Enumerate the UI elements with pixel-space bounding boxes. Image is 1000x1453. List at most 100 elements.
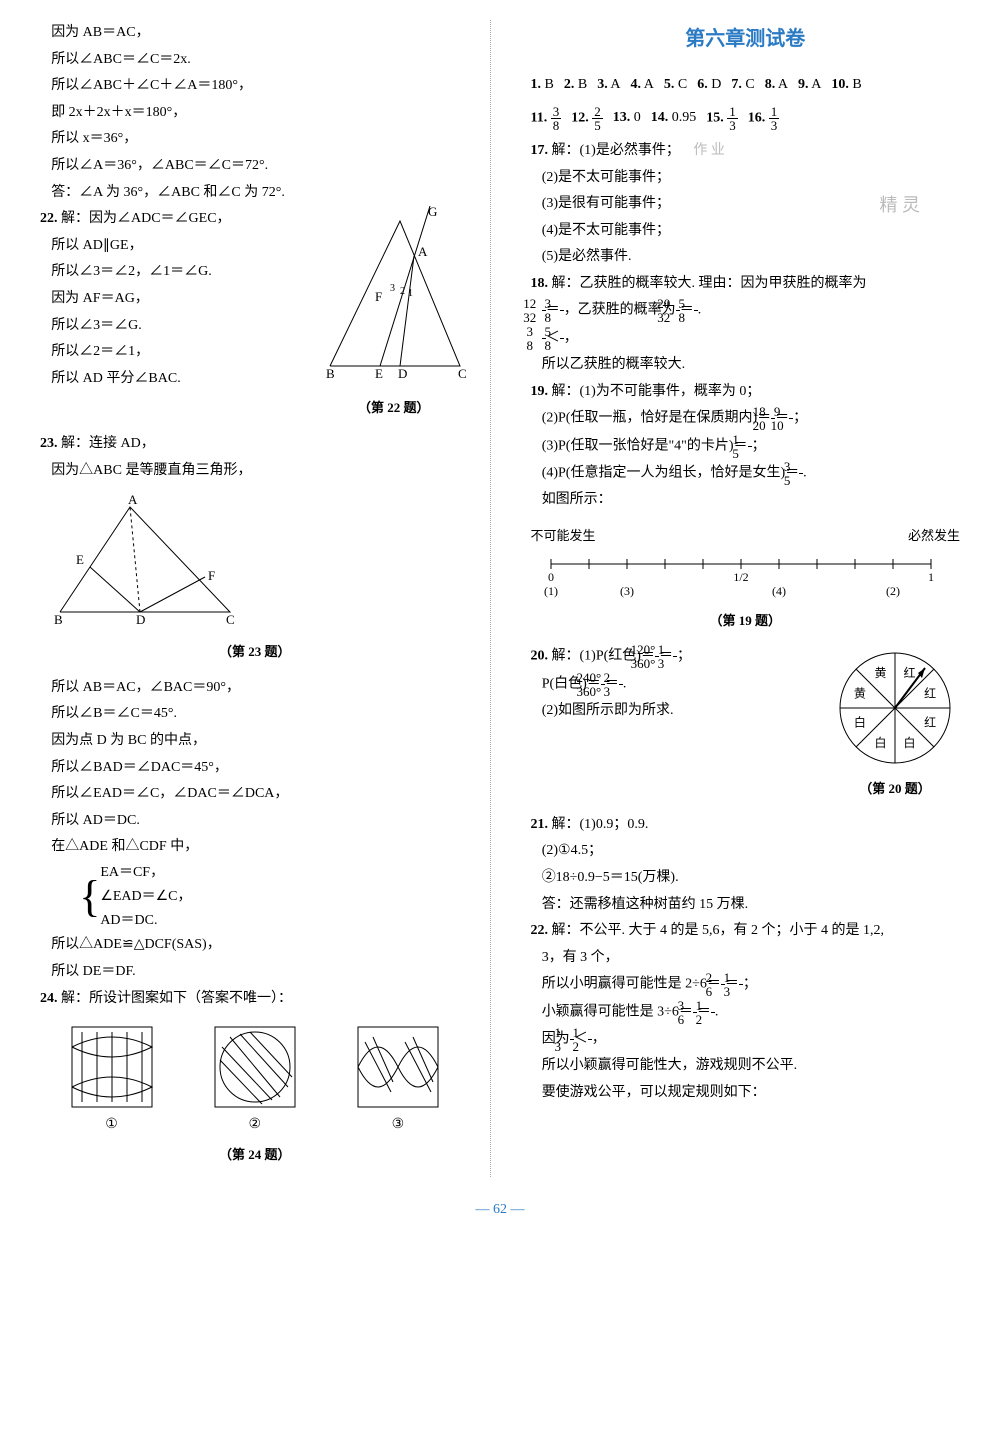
q24-head: 解：所设计图案如下（答案不唯一）：	[61, 991, 292, 1006]
svg-text:1: 1	[408, 288, 413, 299]
q19-fig-label: （第 19 题）	[531, 609, 961, 634]
q18-num: 18.	[531, 276, 549, 291]
svg-text:D: D	[398, 366, 407, 381]
text-line: 答：还需移植这种树苗约 15 万棵.	[531, 892, 961, 919]
svg-text:F: F	[375, 289, 382, 304]
text-line: 因为点 D 为 BC 的中点，	[40, 728, 470, 755]
svg-text:(4): (4)	[772, 584, 786, 598]
q22r-cmp: 因为13＜12，	[531, 1026, 961, 1053]
svg-text:2: 2	[400, 286, 405, 297]
q18-tail: 所以乙获胜的概率较大.	[531, 352, 961, 379]
right-column: 第六章测试卷 1. B2. B3. A4. A5. C6. D7. C8. A9…	[521, 20, 961, 1177]
svg-text:0: 0	[548, 570, 554, 584]
q22r: 22. 解：不公平. 大于 4 的是 5,6，有 2 个；小于 4 的是 1,2…	[531, 918, 961, 1106]
text-line: (5)是必然事件.	[531, 244, 961, 271]
wheel-icon: 红红红白白白黄黄	[830, 643, 960, 773]
svg-text:(1): (1)	[544, 584, 558, 598]
mc-answer: 4. A	[631, 72, 654, 99]
brace-line: ∠EAD＝∠C，	[100, 885, 191, 909]
pattern-icon	[210, 1022, 300, 1112]
text-line: 所以∠ABC＝∠C＝2x.	[40, 47, 470, 74]
svg-text:红: 红	[924, 715, 936, 730]
pattern-label-2: ②	[210, 1112, 300, 1139]
q17: 17. 解：(1)是必然事件； 作 业 (2)是不太可能事件；(3)是很有可能事…	[531, 138, 961, 271]
svg-text:3: 3	[390, 283, 395, 294]
q17-head: 解：(1)是必然事件；	[552, 143, 680, 158]
svg-text:1: 1	[928, 570, 934, 584]
svg-text:F: F	[208, 568, 215, 583]
text-line: 即 2x＋2x＋x＝180°，	[40, 100, 470, 127]
fill-answer: 14. 0.95	[651, 105, 697, 132]
brace-line: AD＝DC.	[100, 909, 191, 933]
brace-icon: {	[79, 875, 100, 919]
pattern-label-3: ③	[353, 1112, 443, 1139]
q22-head: 解：因为∠ADC＝∠GEC，	[61, 211, 231, 226]
fill-answer: 16. 13	[748, 105, 780, 132]
text-line: 所以∠A＝36°，∠ABC＝∠C＝72°.	[40, 153, 470, 180]
mc-answer: 9. A	[798, 72, 821, 99]
page: 因为 AB＝AC，所以∠ABC＝∠C＝2x.所以∠ABC＋∠C＋∠A＝180°，…	[40, 20, 960, 1177]
mc-answer: 5. C	[664, 72, 687, 99]
pattern-icon	[67, 1022, 157, 1112]
svg-text:A: A	[418, 244, 428, 259]
text-line: 所以∠B＝∠C＝45°.	[40, 701, 470, 728]
mc-answers: 1. B2. B3. A4. A5. C6. D7. C8. A9. A10. …	[531, 72, 961, 99]
q24-fig-label: （第 24 题）	[40, 1143, 470, 1168]
triangle-icon: A E F B D C	[40, 492, 250, 632]
fill-answer: 15. 13	[706, 105, 738, 132]
scale-right-label: 必然发生	[908, 524, 960, 549]
svg-text:E: E	[375, 366, 383, 381]
svg-text:红: 红	[904, 665, 916, 680]
q19-note: 如图所示：	[531, 487, 961, 514]
svg-text:1/2: 1/2	[733, 570, 748, 584]
q23-num: 23.	[40, 436, 58, 451]
mc-answer: 3. A	[597, 72, 620, 99]
q20-fig-label: （第 20 题）	[830, 777, 960, 802]
q18-expr: 1232＝38，乙获胜的概率为2032＝58.	[531, 297, 961, 324]
pre-lines: 因为 AB＝AC，所以∠ABC＝∠C＝2x.所以∠ABC＋∠C＋∠A＝180°，…	[40, 20, 470, 206]
fill-answer: 11. 38	[531, 105, 562, 132]
mc-answer: 1. B	[531, 72, 554, 99]
text-line: 所以 AD＝DC.	[40, 808, 470, 835]
text-line: 所以∠ABC＋∠C＋∠A＝180°，	[40, 73, 470, 100]
watermark-icon: 作 业	[693, 143, 725, 158]
q22r-p1: 所以小明赢得可能性是 2÷6＝26＝13；	[531, 971, 961, 998]
q22: B E D C F A G 3 2 1 22. 解：因为∠ADC＝∠GEC， 所…	[40, 206, 470, 421]
scale-left-label: 不可能发生	[531, 524, 596, 549]
text-line: 在△ADE 和△CDF 中，	[40, 834, 470, 861]
q19-num: 19.	[531, 384, 549, 399]
q24: 24. 解：所设计图案如下（答案不唯一）： ①	[40, 986, 470, 1168]
text-line: 因为 AB＝AC，	[40, 20, 470, 47]
page-number: — 62 —	[40, 1197, 960, 1224]
left-column: 因为 AB＝AC，所以∠ABC＝∠C＝2x.所以∠ABC＋∠C＋∠A＝180°，…	[40, 20, 491, 1177]
q23: 23. 解：连接 AD， 因为△ABC 是等腰直角三角形， A E F B D …	[40, 431, 470, 986]
q21: 21. 解：(1)0.9；0.9. (2)①4.5；②18÷0.9−5＝15(万…	[531, 812, 961, 918]
q18-cmp: 38＜58，	[531, 325, 961, 352]
q19-scale: 不可能发生 必然发生 0 1/2 1 (1)(3)(4)(2)	[531, 524, 961, 599]
svg-text:C: C	[458, 366, 467, 381]
text-line: 所以∠BAD＝∠DAC＝45°，	[40, 755, 470, 782]
mc-answer: 10. B	[831, 72, 861, 99]
mc-answer: 2. B	[564, 72, 587, 99]
q18-head: 解：乙获胜的概率较大. 理由：因为甲获胜的概率为	[552, 276, 867, 291]
svg-text:D: D	[136, 612, 145, 627]
q23-brace: { EA＝CF，∠EAD＝∠C，AD＝DC.	[40, 861, 470, 932]
svg-text:(3): (3)	[620, 584, 634, 598]
pattern-label-1: ①	[67, 1112, 157, 1139]
q17-num: 17.	[531, 143, 549, 158]
q24-num: 24.	[40, 991, 58, 1006]
svg-text:A: A	[128, 492, 138, 507]
q19-p3: (3)P(任取一张恰好是"4"的卡片)＝15；	[531, 433, 961, 460]
q18: 18. 解：乙获胜的概率较大. 理由：因为甲获胜的概率为 1232＝38，乙获胜…	[531, 271, 961, 379]
triangle-icon: B E D C F A G 3 2 1	[320, 206, 470, 386]
q22-num: 22.	[40, 211, 58, 226]
svg-text:白: 白	[904, 735, 916, 750]
q22r-num: 22.	[531, 923, 549, 938]
svg-text:白: 白	[854, 715, 866, 730]
mc-answer: 7. C	[731, 72, 754, 99]
text-line: ②18÷0.9−5＝15(万棵).	[531, 865, 961, 892]
number-line-icon: 0 1/2 1 (1)(3)(4)(2)	[531, 549, 951, 599]
text-line: 所以 AB＝AC，∠BAC＝90°，	[40, 675, 470, 702]
fill-answers: 11. 3812. 2513. 014. 0.9515. 1316. 13	[531, 105, 961, 132]
svg-text:黄: 黄	[874, 666, 886, 680]
